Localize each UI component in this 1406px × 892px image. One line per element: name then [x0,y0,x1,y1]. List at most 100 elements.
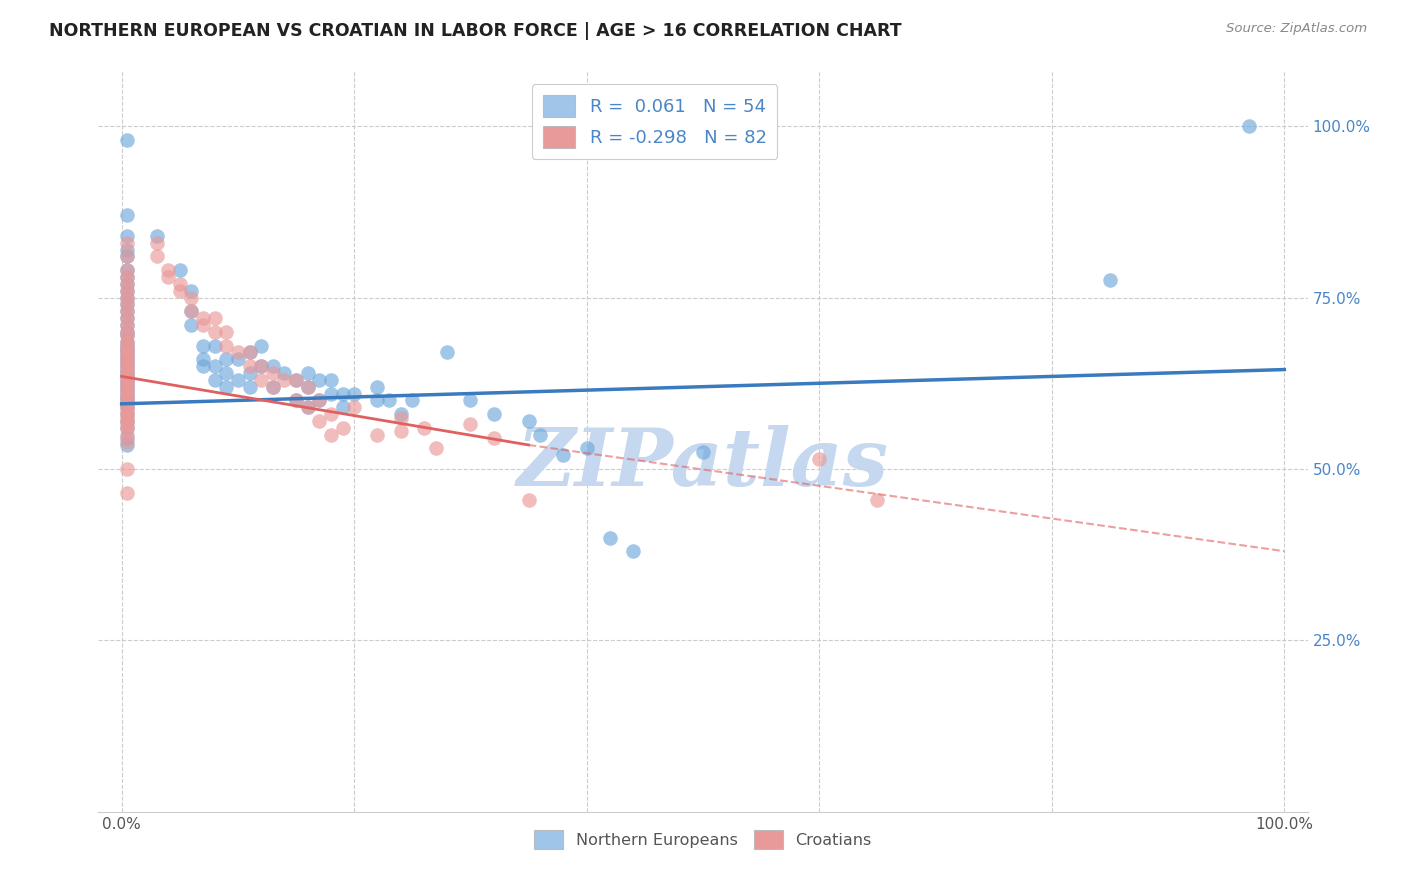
Point [529,427,551,442]
Point [117,284,139,298]
Point [157,270,180,285]
Point [117,373,139,387]
Point [180,291,202,305]
Point [692,445,714,459]
Point [117,383,139,397]
Text: Source: ZipAtlas.com: Source: ZipAtlas.com [1226,22,1367,36]
Point [117,277,139,291]
Point [117,250,139,264]
Point [517,492,540,507]
Point [117,304,139,318]
Point [273,366,295,380]
Point [226,352,249,367]
Point [262,380,284,394]
Point [1098,273,1121,287]
Point [117,352,139,367]
Point [117,427,139,442]
Point [117,263,139,277]
Point [117,304,139,318]
Point [117,277,139,291]
Point [319,386,342,401]
Point [117,376,139,391]
Point [117,366,139,380]
Point [332,421,354,435]
Point [425,442,447,456]
Point [517,414,540,428]
Point [117,311,139,326]
Point [180,304,202,318]
Point [250,338,273,352]
Point [262,366,284,380]
Point [239,359,262,373]
Point [117,335,139,350]
Point [117,403,139,417]
Point [117,362,139,376]
Point [297,380,319,394]
Point [117,393,139,408]
Point [332,401,354,415]
Point [297,380,319,394]
Point [226,345,249,359]
Point [413,421,436,435]
Point [117,386,139,401]
Point [482,431,505,445]
Point [262,359,284,373]
Point [117,349,139,363]
Point [117,359,139,373]
Point [436,345,458,359]
Point [145,250,167,264]
Point [117,270,139,285]
Point [157,263,180,277]
Point [117,328,139,343]
Text: ZIPatlas: ZIPatlas [517,425,889,502]
Point [180,304,202,318]
Point [117,369,139,384]
Point [117,431,139,445]
Point [117,369,139,384]
Point [575,442,598,456]
Point [117,397,139,411]
Point [191,359,214,373]
Point [117,338,139,352]
Point [117,291,139,305]
Point [332,386,354,401]
Point [1239,119,1261,133]
Point [343,386,366,401]
Point [117,349,139,363]
Point [343,401,366,415]
Point [117,362,139,376]
Point [117,414,139,428]
Point [191,338,214,352]
Point [239,380,262,394]
Point [117,401,139,415]
Point [239,345,262,359]
Point [180,284,202,298]
Point [366,393,388,408]
Point [117,133,139,147]
Point [117,366,139,380]
Point [117,390,139,404]
Point [599,531,621,545]
Point [239,345,262,359]
Point [117,342,139,356]
Point [319,407,342,421]
Point [621,544,644,558]
Point [180,318,202,332]
Point [401,393,423,408]
Point [808,451,831,466]
Point [117,421,139,435]
Point [215,352,238,367]
Point [250,359,273,373]
Point [250,373,273,387]
Point [117,345,139,359]
Point [117,380,139,394]
Point [117,263,139,277]
Point [297,401,319,415]
Point [226,373,249,387]
Point [117,318,139,332]
Point [319,427,342,442]
Point [204,325,226,339]
Point [273,373,295,387]
Point [191,311,214,326]
Point [117,390,139,404]
